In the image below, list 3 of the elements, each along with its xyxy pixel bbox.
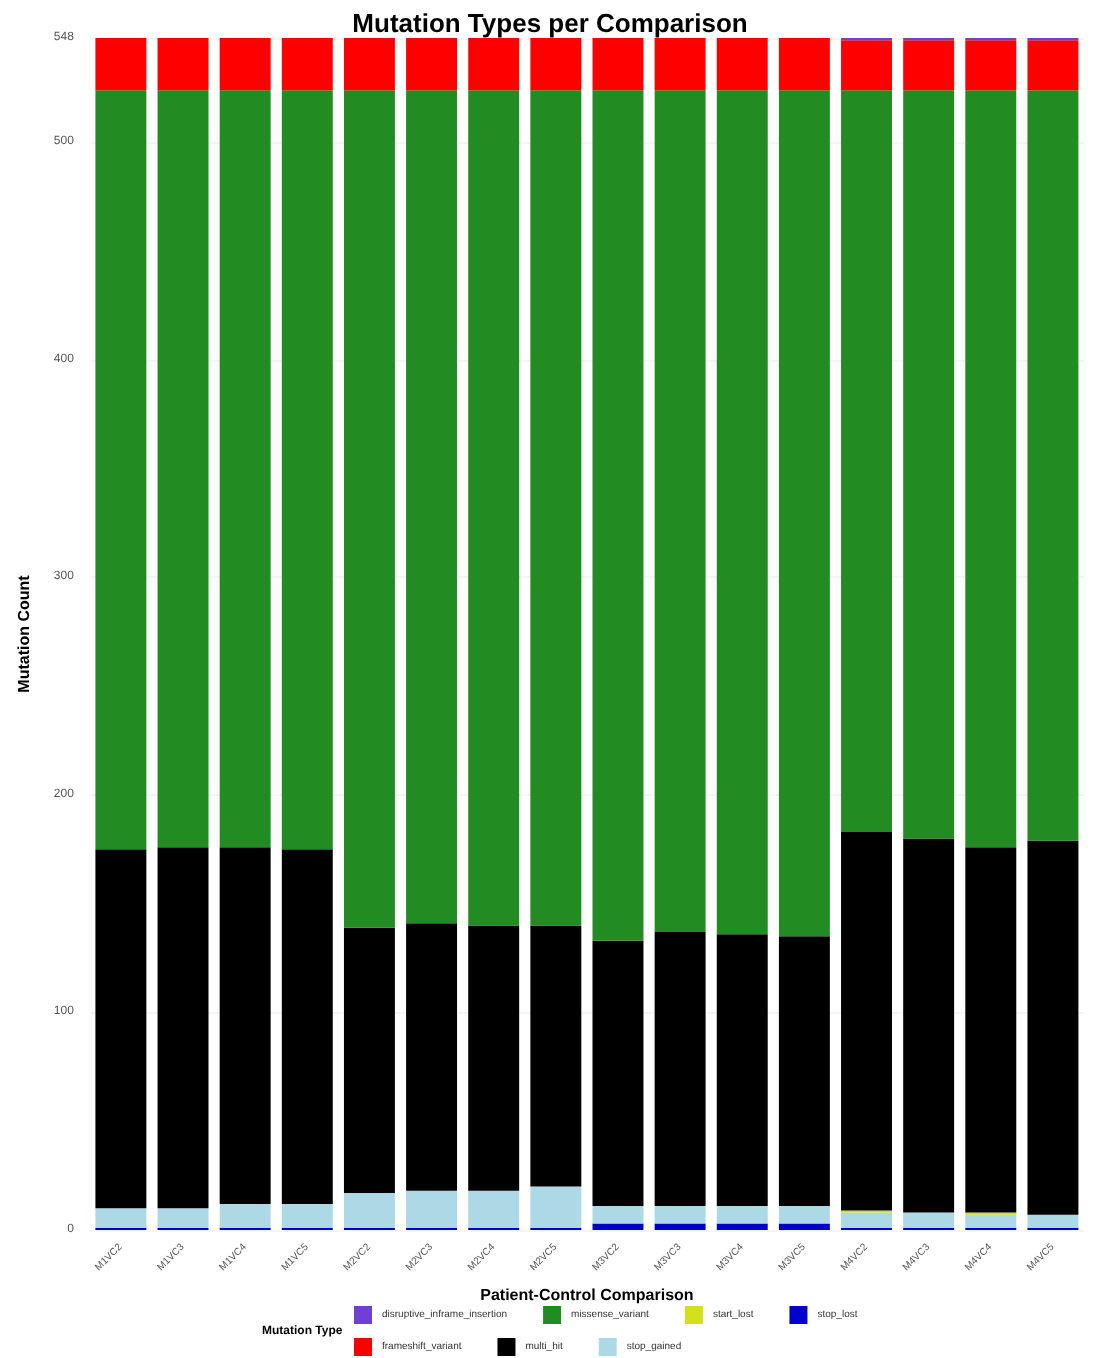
y-axis-title: Mutation Count [15,574,33,693]
x-axis-title: Patient-Control Comparison [480,1286,694,1305]
chart-title: Mutation Types per Comparison [352,8,748,38]
